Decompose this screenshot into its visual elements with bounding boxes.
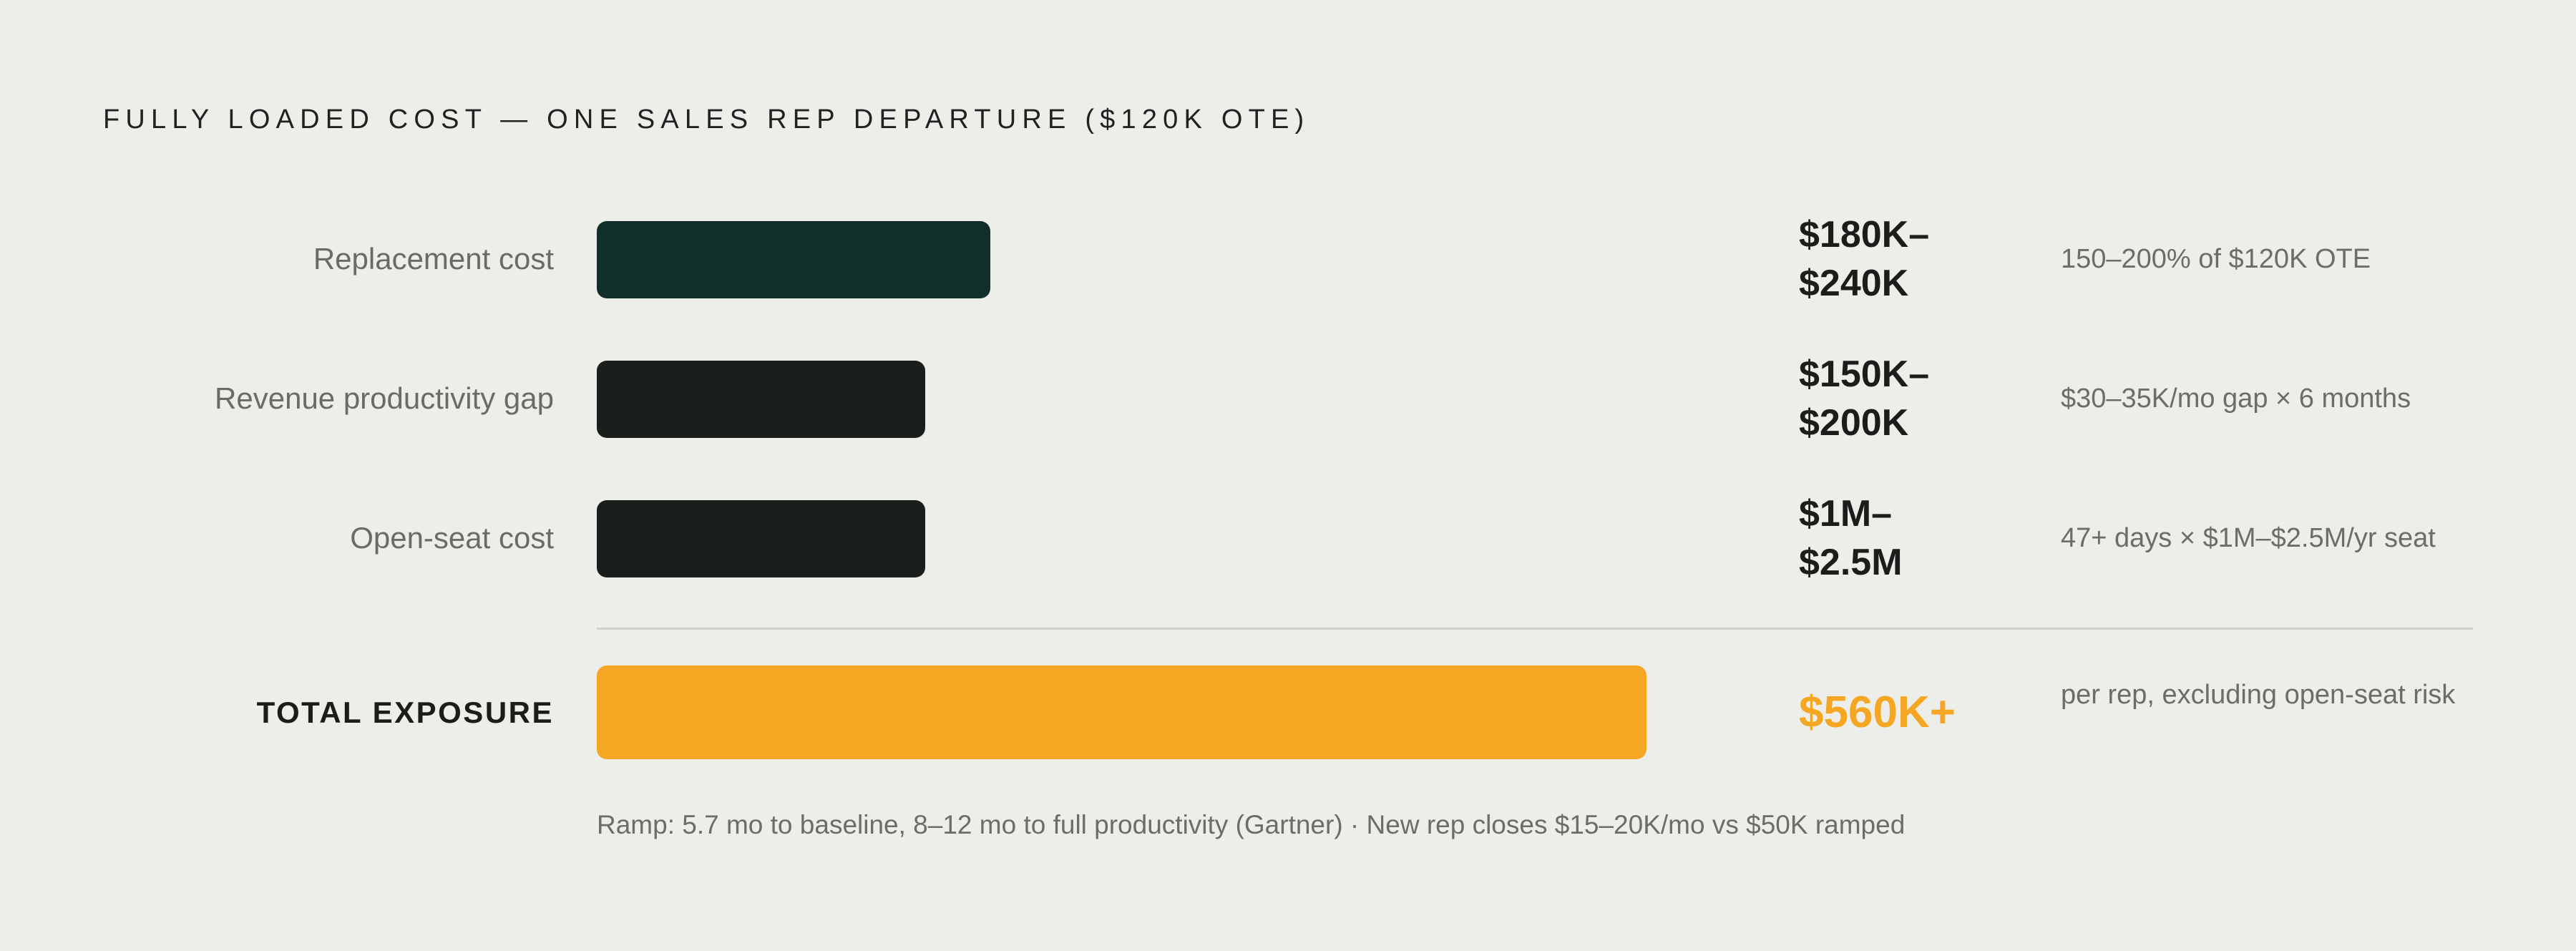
- footnote: Ramp: 5.7 mo to baseline, 8–12 mo to ful…: [597, 810, 1906, 839]
- total-note: per rep, excluding open-seat risk: [2061, 680, 2456, 710]
- bar-value-line1: $150K–: [1799, 353, 1930, 395]
- bar-revenue-productivity-gap: [597, 361, 925, 438]
- total-label: TOTAL EXPOSURE: [256, 696, 554, 729]
- total-value: $560K+: [1799, 688, 1956, 737]
- bar-label: Revenue productivity gap: [215, 381, 554, 415]
- bar-note: $30–35K/mo gap × 6 months: [2061, 384, 2411, 414]
- bar-replacement-cost: [597, 221, 991, 298]
- bar-total-exposure: [597, 665, 1647, 759]
- bar-value: $1M– $2.5M: [1799, 489, 2028, 587]
- bar-value-line2: $2.5M: [1799, 542, 1903, 583]
- bar-value-line2: $200K: [1799, 402, 1909, 444]
- bar-label: Open-seat cost: [350, 521, 554, 555]
- bar-open-seat-cost: [597, 500, 925, 577]
- bar-value-line1: $180K–: [1799, 214, 1930, 255]
- bar-value: $150K– $200K: [1799, 350, 2028, 447]
- bar-note: 150–200% of $120K OTE: [2061, 244, 2371, 274]
- chart-title: FULLY LOADED COST — ONE SALES REP DEPART…: [103, 104, 1310, 135]
- divider: [597, 628, 2473, 630]
- bar-value-line2: $240K: [1799, 263, 1909, 304]
- bar-note: 47+ days × $1M–$2.5M/yr seat: [2061, 523, 2436, 553]
- bar-label: Replacement cost: [313, 242, 554, 275]
- bar-value-line1: $1M–: [1799, 493, 1893, 535]
- bar-value: $180K– $240K: [1799, 210, 2028, 308]
